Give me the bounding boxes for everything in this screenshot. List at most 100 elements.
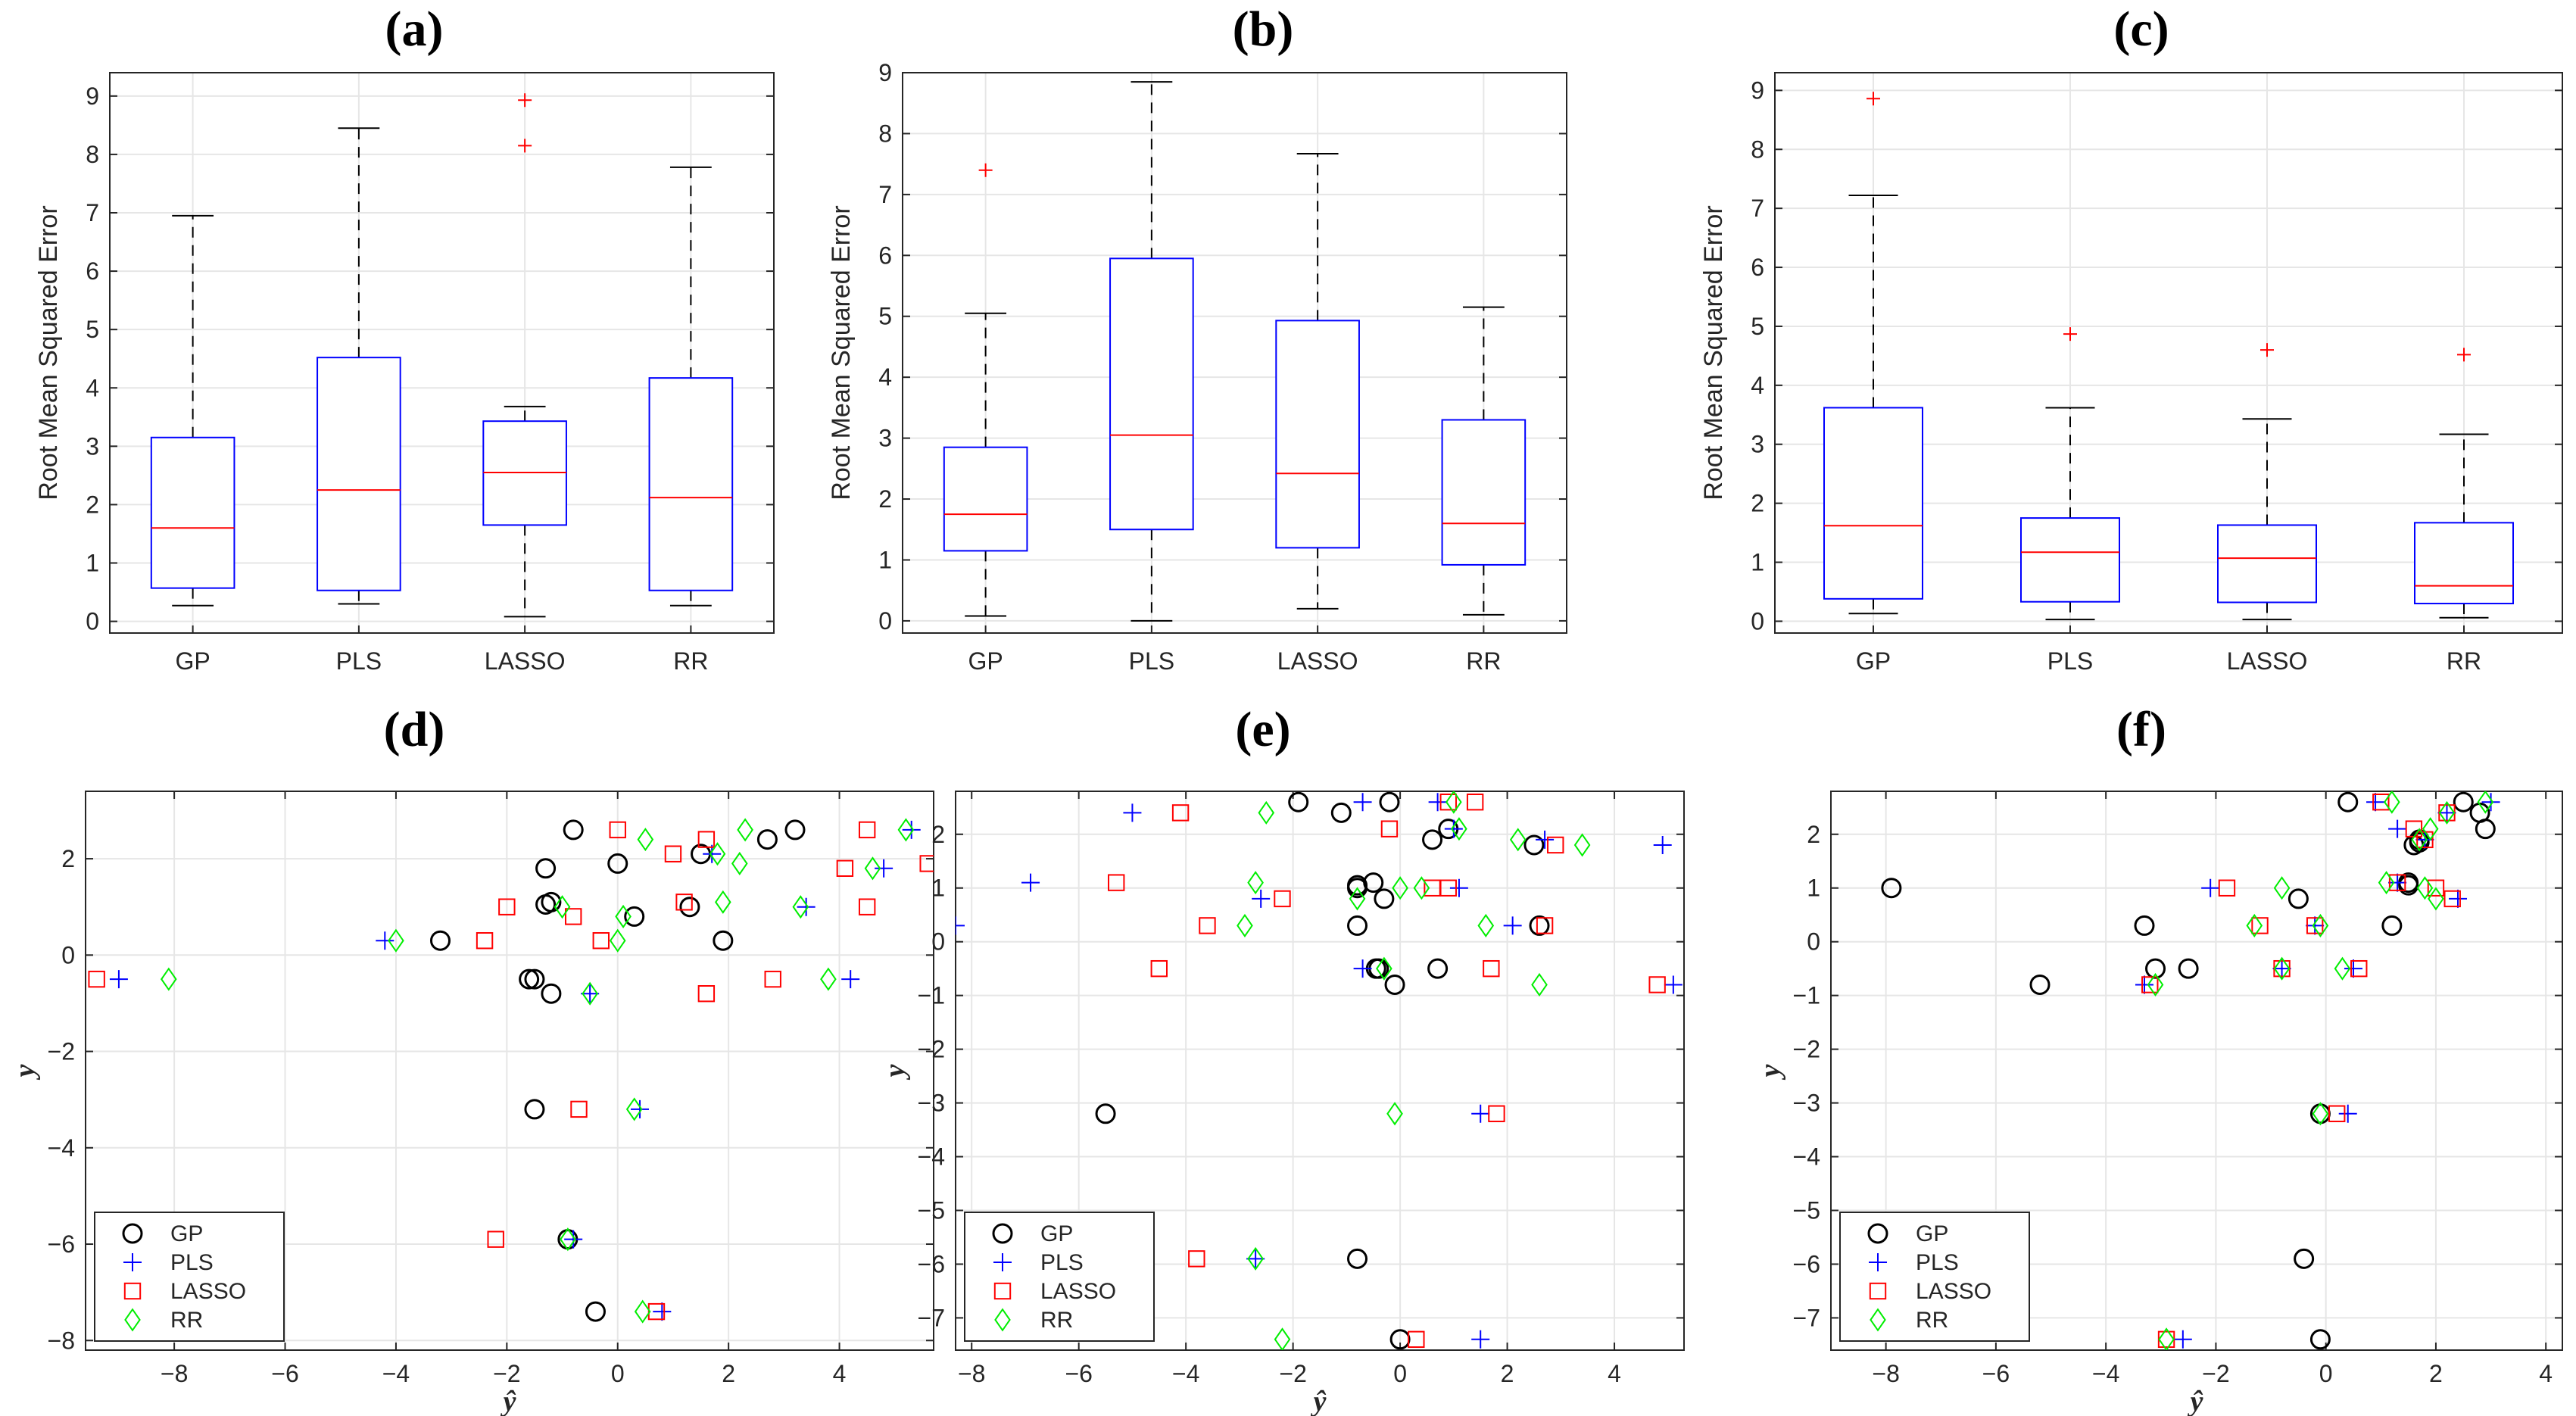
y-tick-label: 0 — [1751, 607, 1764, 635]
point-pls — [902, 820, 921, 839]
x-tick-label: −8 — [958, 1360, 985, 1387]
box-gp — [943, 163, 1028, 617]
point-rr — [1237, 913, 1253, 937]
box-iqr — [1441, 419, 1527, 566]
point-pls — [841, 970, 860, 989]
x-tick-label: −2 — [1279, 1360, 1306, 1387]
legend-item-pls: PLS — [993, 1250, 1084, 1275]
box-iqr — [1823, 407, 1923, 600]
point-rr — [388, 928, 404, 953]
y-axis-label: y — [9, 1064, 41, 1080]
point-rr — [1451, 817, 1467, 841]
point-lasso — [2388, 874, 2406, 891]
y-axis-label: Root Mean Squared Error — [827, 205, 856, 500]
box-pls — [1109, 81, 1194, 622]
legend-marker-rr — [1870, 1308, 1886, 1332]
y-tick-label: −2 — [918, 1036, 945, 1063]
point-gp — [524, 1099, 545, 1120]
point-gp — [1529, 915, 1550, 936]
x-tick-label: 2 — [1501, 1360, 1514, 1387]
series-pls — [109, 820, 921, 1321]
point-rr — [1274, 1327, 1291, 1350]
panel-title-b: (b) — [1233, 2, 1294, 57]
legend: GP PLS LASSO RR — [1839, 1212, 2030, 1342]
point-gp — [784, 819, 806, 841]
point-rr — [1413, 876, 1430, 900]
point-pls — [1123, 803, 1142, 822]
y-tick-label: 2 — [878, 485, 892, 513]
axes-box-d — [85, 791, 934, 1351]
point-rr — [792, 895, 809, 919]
x-tick-label: −4 — [382, 1360, 410, 1387]
point-pls — [1428, 793, 1447, 812]
y-tick-label: −5 — [918, 1197, 945, 1224]
point-pls — [2437, 803, 2456, 822]
point-pls — [2388, 819, 2407, 838]
point-gp — [1347, 915, 1368, 936]
y-tick-label: 0 — [61, 941, 75, 968]
x-tick-label: −8 — [1872, 1360, 1899, 1387]
legend-marker-rr — [994, 1308, 1011, 1332]
point-rr — [1349, 887, 1366, 911]
panel-title-c: (c) — [2113, 2, 2169, 57]
panel-title-a: (a) — [385, 2, 444, 57]
point-rr — [1477, 913, 1495, 937]
y-tick-label: 3 — [878, 425, 892, 452]
point-lasso — [2350, 959, 2368, 978]
point-pls — [1021, 873, 1040, 892]
x-tick-label: GP — [1856, 647, 1891, 675]
point-pls — [2344, 959, 2362, 978]
point-rr — [2273, 876, 2291, 900]
point-lasso — [675, 894, 693, 911]
legend-label: RR — [1916, 1308, 1948, 1333]
y-tick-label: 8 — [878, 120, 892, 147]
legend-marker-pls — [123, 1253, 142, 1271]
legend-label: GP — [170, 1221, 203, 1246]
y-tick-label: 5 — [86, 316, 99, 343]
y-tick-label: 9 — [1751, 76, 1764, 104]
box-iqr — [2414, 522, 2514, 605]
legend-marker-pls — [993, 1253, 1012, 1271]
point-rr — [582, 981, 598, 1006]
y-tick-label: 7 — [1751, 195, 1764, 222]
x-tick-label: −8 — [161, 1360, 188, 1387]
panel-e: (e) −7 −6 −5 −4 −3 −2 −1 0 1 2 −8 −6 −4 −2 0 2 4 ŷ y GP PLS LA… — [879, 702, 1685, 1416]
point-pls — [564, 1230, 583, 1249]
point-pls — [1252, 889, 1271, 908]
legend-marker-lasso — [1869, 1282, 1887, 1300]
point-lasso — [1483, 959, 1500, 978]
point-pls — [1471, 1330, 1490, 1349]
point-rr — [615, 904, 632, 928]
point-pls — [1444, 819, 1463, 838]
outlier-marker — [1867, 92, 1880, 106]
box-pls — [317, 127, 401, 605]
outlier-marker — [2457, 348, 2471, 362]
y-tick-label: −5 — [1793, 1197, 1820, 1224]
point-pls — [2449, 889, 2467, 908]
x-tick-label: −6 — [1982, 1360, 2010, 1387]
y-tick-label: −3 — [918, 1090, 945, 1117]
y-tick-label: −7 — [1793, 1304, 1820, 1331]
point-gp — [2453, 791, 2474, 812]
point-rr — [2384, 791, 2400, 814]
point-gp — [524, 968, 545, 990]
x-tick-label: −2 — [493, 1360, 520, 1387]
x-tick-label: −2 — [2202, 1360, 2229, 1387]
y-tick-label: 4 — [878, 363, 892, 391]
y-tick-label: 2 — [61, 845, 75, 872]
scatter-points-e — [956, 791, 1683, 1350]
point-lasso — [476, 932, 494, 950]
legend-label: LASSO — [170, 1279, 246, 1304]
point-rr — [2312, 913, 2329, 937]
point-lasso — [88, 970, 105, 988]
point-lasso — [1466, 793, 1484, 811]
point-rr — [2312, 1102, 2329, 1126]
point-pls — [2388, 873, 2407, 892]
box-iqr — [943, 446, 1028, 552]
point-gp — [2381, 915, 2403, 936]
point-lasso — [609, 821, 626, 839]
point-rr — [709, 842, 726, 866]
legend-item-rr: RR — [994, 1308, 1073, 1333]
point-lasso — [2372, 793, 2390, 811]
box-rr — [648, 166, 734, 607]
